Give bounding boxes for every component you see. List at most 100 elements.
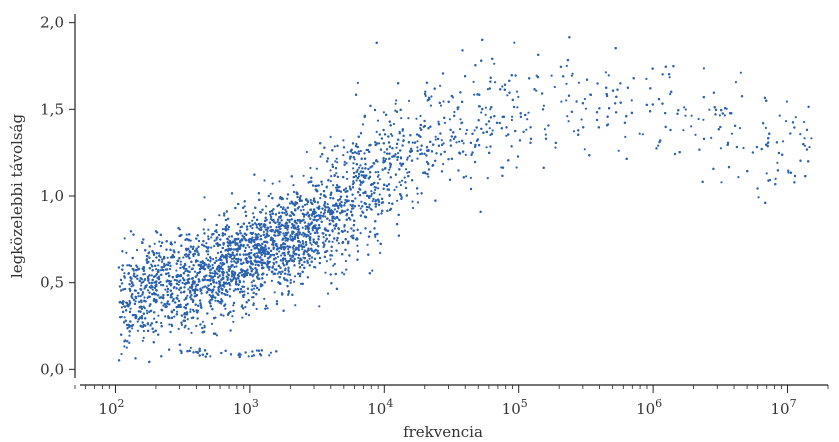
scatter-point: [282, 232, 285, 235]
scatter-point: [250, 241, 253, 244]
scatter-point: [255, 252, 259, 255]
scatter-point: [123, 237, 126, 240]
scatter-point: [406, 156, 409, 159]
scatter-point: [142, 273, 145, 276]
scatter-point: [204, 285, 207, 288]
scatter-point: [553, 85, 556, 89]
scatter-point: [129, 279, 132, 282]
scatter-point: [286, 273, 290, 276]
scatter-point: [299, 194, 302, 198]
scatter-point: [140, 284, 143, 287]
scatter-point: [336, 161, 339, 164]
scatter-point: [682, 129, 685, 132]
scatter-point: [184, 270, 187, 273]
scatter-point: [391, 134, 394, 137]
scatter-point: [345, 162, 348, 165]
scatter-point: [123, 272, 126, 275]
scatter-point: [215, 291, 218, 294]
scatter-point: [344, 259, 347, 263]
scatter-point: [247, 314, 251, 317]
scatter-point: [388, 168, 391, 171]
scatter-point: [419, 114, 422, 118]
scatter-point: [173, 315, 176, 318]
scatter-point: [408, 154, 411, 158]
scatter-point: [164, 315, 167, 318]
scatter-point: [265, 218, 268, 221]
scatter-point: [803, 144, 807, 147]
scatter-point: [136, 265, 139, 268]
scatter-point: [290, 226, 293, 229]
scatter-point: [239, 232, 242, 235]
scatter-point: [359, 232, 362, 235]
scatter-point: [222, 314, 225, 317]
scatter-point: [408, 99, 411, 102]
scatter-point: [325, 260, 328, 263]
scatter-point: [209, 265, 212, 268]
scatter-point: [376, 119, 380, 122]
scatter-point: [322, 236, 325, 239]
scatter-point: [342, 154, 345, 157]
scatter-point: [301, 248, 304, 251]
scatter-point: [739, 71, 743, 74]
scatter-point: [141, 339, 144, 342]
scatter-point: [406, 171, 409, 174]
scatter-point: [228, 235, 231, 238]
scatter-point: [208, 300, 211, 303]
scatter-point: [344, 210, 347, 213]
scatter-point: [300, 233, 303, 236]
scatter-point: [186, 313, 189, 316]
scatter-point: [298, 205, 301, 208]
scatter-point: [488, 127, 491, 130]
scatter-point: [207, 253, 210, 256]
scatter-point: [286, 228, 289, 231]
scatter-point: [332, 264, 335, 267]
scatter-point: [210, 322, 214, 325]
scatter-point: [278, 180, 281, 183]
scatter-point: [408, 170, 411, 174]
scatter-point: [269, 351, 272, 354]
scatter-point: [168, 323, 171, 326]
scatter-point: [186, 294, 189, 297]
scatter-point: [287, 292, 290, 295]
scatter-point: [315, 167, 318, 170]
scatter-point: [264, 245, 267, 248]
scatter-point: [334, 217, 337, 220]
scatter-point: [263, 179, 266, 182]
scatter-point: [324, 271, 327, 274]
scatter-point: [329, 180, 332, 183]
scatter-point: [182, 291, 185, 294]
scatter-point: [209, 257, 212, 260]
scatter-point: [190, 331, 193, 334]
scatter-point: [505, 134, 508, 137]
scatter-point: [146, 289, 150, 292]
scatter-point: [130, 264, 133, 268]
scatter-point: [710, 136, 713, 139]
scatter-point: [370, 190, 373, 193]
scatter-point: [583, 97, 587, 101]
scatter-point: [189, 310, 192, 313]
scatter-point: [224, 307, 227, 310]
scatter-point: [373, 186, 376, 189]
scatter-point: [319, 155, 322, 158]
scatter-point: [465, 175, 468, 178]
scatter-point: [352, 207, 355, 210]
scatter-point: [215, 229, 218, 232]
scatter-point: [159, 269, 162, 272]
scatter-point: [395, 185, 398, 189]
scatter-point: [175, 269, 178, 272]
scatter-point: [319, 211, 323, 214]
scatter-point: [419, 153, 422, 156]
scatter-point: [810, 137, 813, 140]
scatter-point: [207, 228, 210, 231]
scatter-point: [364, 167, 367, 170]
scatter-point: [289, 234, 292, 237]
scatter-point: [158, 240, 161, 243]
scatter-point: [153, 242, 156, 245]
scatter-point: [160, 260, 164, 263]
scatter-point: [723, 114, 727, 117]
scatter-point: [225, 259, 228, 262]
scatter-point: [265, 273, 269, 276]
scatter-point: [326, 292, 330, 295]
scatter-point: [266, 307, 269, 310]
scatter-point: [346, 151, 349, 154]
